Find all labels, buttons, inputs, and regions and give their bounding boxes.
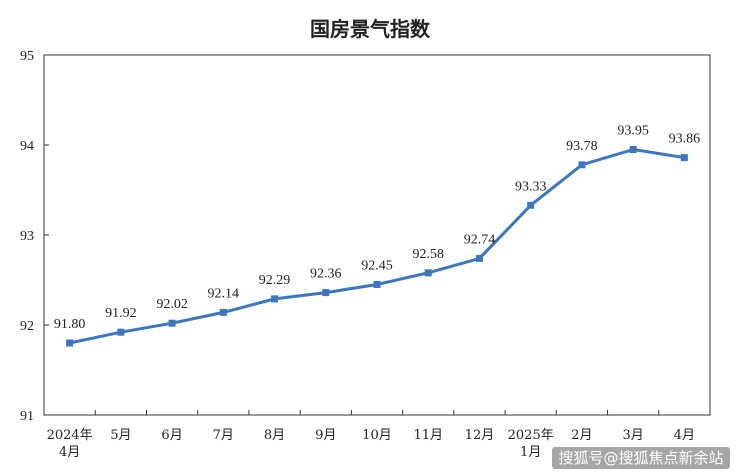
x-tick-label: 6月 bbox=[161, 428, 182, 443]
x-tick-label: 11月 bbox=[413, 428, 443, 443]
x-tick-label-line: 2025年 bbox=[508, 428, 554, 443]
x-tick-label-line: 10月 bbox=[362, 428, 392, 443]
data-point bbox=[578, 161, 586, 169]
x-tick-label: 10月 bbox=[362, 428, 392, 443]
x-tick-label: 4月 bbox=[674, 428, 695, 443]
x-tick-label-line: 12月 bbox=[465, 428, 495, 443]
x-tick-label: 3月 bbox=[623, 428, 644, 443]
data-point bbox=[527, 201, 535, 209]
x-tick-label-line: 7月 bbox=[213, 428, 234, 443]
data-point bbox=[424, 269, 432, 277]
y-tick-label: 92 bbox=[20, 319, 34, 334]
data-label: 91.80 bbox=[54, 317, 86, 332]
y-tick-label: 95 bbox=[20, 49, 34, 64]
x-tick-label: 2024年 4月 bbox=[47, 428, 93, 460]
data-label: 91.92 bbox=[105, 306, 137, 321]
x-tick-label-line: 5月 bbox=[110, 428, 131, 443]
x-tick-label-line: 1月 bbox=[520, 445, 541, 460]
data-label: 93.95 bbox=[617, 124, 649, 139]
x-tick-label-line: 4月 bbox=[59, 445, 80, 460]
plot-area-frame bbox=[43, 54, 711, 416]
x-axis: 2024年 4月 5月 6月 7月 8月 9月 10月 11月 12月 2025年 1月 2月 3月 4月 bbox=[43, 410, 711, 460]
data-point bbox=[271, 295, 279, 303]
x-tick-label-line: 8月 bbox=[264, 428, 285, 443]
y-axis: 91 92 93 94 95 bbox=[20, 49, 49, 424]
x-tick-label: 2月 bbox=[571, 428, 592, 443]
data-label: 93.78 bbox=[566, 139, 598, 154]
x-tick-label: 2025年 1月 bbox=[508, 428, 554, 460]
data-point bbox=[322, 289, 330, 297]
x-tick-label-line: 9月 bbox=[315, 428, 336, 443]
y-tick-label: 93 bbox=[20, 229, 34, 244]
chart-title: 国房景气指数 bbox=[310, 17, 431, 41]
y-tick-label: 91 bbox=[20, 409, 34, 424]
data-label: 92.74 bbox=[464, 232, 496, 247]
x-tick-label-line: 6月 bbox=[161, 428, 182, 443]
x-tick-label: 7月 bbox=[213, 428, 234, 443]
data-point bbox=[373, 281, 381, 288]
data-label: 92.45 bbox=[361, 259, 393, 274]
x-tick-label: 9月 bbox=[315, 428, 336, 443]
data-label: 92.29 bbox=[259, 273, 291, 288]
data-label: 93.33 bbox=[515, 179, 547, 194]
x-tick-label-line: 2024年 bbox=[47, 428, 93, 443]
data-point bbox=[219, 308, 227, 316]
data-point bbox=[680, 154, 688, 162]
data-label: 92.02 bbox=[156, 297, 188, 312]
watermark: 搜狐号@搜狐焦点新余站 bbox=[552, 447, 730, 469]
data-label: 92.58 bbox=[412, 247, 444, 262]
data-label: 92.14 bbox=[208, 286, 240, 301]
x-tick-label-line: 3月 bbox=[623, 428, 644, 443]
x-tick-label-line: 11月 bbox=[413, 428, 443, 443]
data-point bbox=[475, 254, 483, 262]
data-label: 92.36 bbox=[310, 267, 342, 282]
x-tick-label: 8月 bbox=[264, 428, 285, 443]
x-tick-label: 12月 bbox=[465, 428, 495, 443]
x-tick-label-line: 4月 bbox=[674, 428, 695, 443]
watermark-text: 搜狐号@搜狐焦点新余站 bbox=[558, 449, 723, 467]
watermark-background bbox=[552, 447, 730, 469]
data-point bbox=[168, 319, 176, 327]
y-tick-label: 94 bbox=[20, 139, 34, 154]
data-point bbox=[117, 328, 125, 336]
data-label: 93.86 bbox=[669, 132, 701, 147]
series-line bbox=[69, 148, 685, 345]
data-points bbox=[66, 146, 688, 347]
data-point bbox=[629, 146, 637, 153]
x-tick-label-line: 2月 bbox=[571, 428, 592, 443]
data-point bbox=[66, 339, 74, 347]
x-tick-label: 5月 bbox=[110, 428, 131, 443]
data-labels: 91.80 91.92 92.02 92.14 92.29 92.36 92.45 92.58… bbox=[54, 124, 700, 333]
